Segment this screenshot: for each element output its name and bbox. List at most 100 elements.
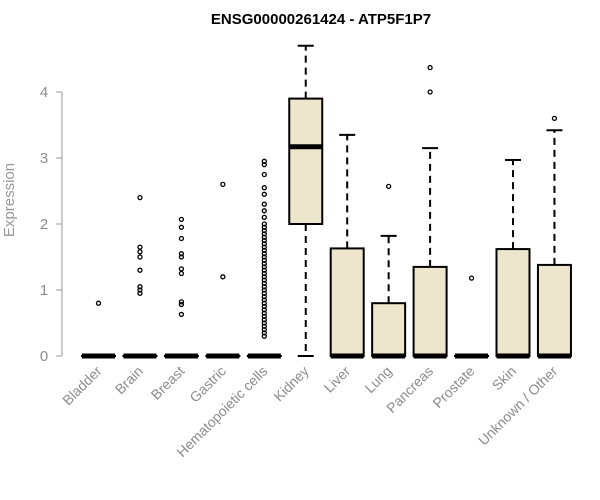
outlier-point [137, 254, 143, 260]
outlier-point [261, 231, 267, 237]
outlier-point [261, 277, 267, 283]
chart-title: ENSG00000261424 - ATP5F1P7 [211, 11, 431, 28]
outlier-point [261, 185, 267, 191]
outlier-point [261, 267, 267, 273]
outlier-point [178, 235, 185, 242]
outlier-point [261, 274, 267, 280]
outlier-point [261, 293, 267, 300]
outlier-point [261, 221, 267, 227]
y-tick-label: 1 [40, 282, 48, 299]
outlier-point [261, 280, 267, 287]
outlier-point [178, 216, 185, 223]
outlier-point [137, 284, 143, 290]
box-body [536, 263, 572, 358]
x-category-label: Breast [148, 363, 188, 403]
outlier-point [261, 323, 267, 329]
outlier-point [261, 251, 267, 257]
outlier-point [261, 201, 267, 207]
outlier-point [261, 330, 267, 336]
box-liver [329, 133, 365, 359]
box-skin [495, 158, 531, 359]
box-unknown-other [536, 115, 572, 359]
outlier-point [261, 333, 267, 339]
y-axis-label: Expression [1, 163, 18, 237]
box-kidney [288, 44, 324, 357]
outlier-point [261, 161, 267, 168]
x-category-label: Brain [112, 363, 146, 397]
x-category-label: Liver [321, 363, 354, 396]
boxplot-marks [81, 44, 572, 359]
outlier-point [178, 251, 185, 257]
outlier-point [261, 284, 267, 290]
outlier-point [261, 224, 267, 230]
outlier-point [261, 326, 267, 333]
outlier-point [261, 208, 267, 214]
outlier-point [261, 290, 267, 296]
outlier-point [261, 214, 267, 221]
outlier-point [261, 257, 267, 263]
box-body [371, 302, 407, 358]
outlier-point [178, 299, 185, 305]
outlier-point [261, 247, 267, 254]
outlier-point [261, 241, 267, 247]
outlier-point [261, 158, 267, 164]
box-bladder [81, 300, 116, 359]
outlier-point [178, 266, 185, 272]
outlier-point [261, 264, 267, 270]
outlier-point [137, 244, 143, 250]
outlier-point [261, 171, 267, 178]
x-category-label: Bladder [59, 363, 105, 409]
outlier-point [261, 254, 267, 260]
outlier-point [427, 89, 433, 95]
outlier-point [178, 301, 185, 308]
outlier-point [261, 244, 267, 250]
outlier-point [261, 313, 267, 320]
outlier-point [427, 64, 433, 71]
outlier-point [137, 194, 143, 201]
outlier-point [261, 237, 267, 244]
box-pancreas [412, 64, 448, 359]
outlier-point [261, 287, 267, 293]
box-breast [163, 216, 199, 359]
outlier-point [551, 115, 558, 122]
outlier-point [95, 300, 102, 306]
box-lung [371, 183, 407, 359]
x-category-label: Lung [361, 363, 394, 396]
outlier-point [178, 270, 185, 277]
box-body [412, 265, 448, 357]
outlier-point [261, 234, 267, 240]
box-hematopoietic-cells [246, 158, 282, 359]
outlier-point [178, 311, 185, 318]
outlier-point [261, 297, 267, 303]
y-axis-ticks: 0 1 2 3 4 [40, 84, 62, 365]
outlier-point [137, 267, 143, 273]
outlier-point [261, 317, 267, 323]
outlier-point [220, 274, 226, 280]
outlier-point [261, 270, 267, 277]
outlier-point [178, 254, 185, 260]
box-body [495, 248, 531, 357]
outlier-point [261, 303, 267, 310]
outlier-point [385, 183, 392, 190]
outlier-point [261, 310, 267, 316]
y-tick-label: 3 [40, 150, 48, 167]
outlier-point [137, 287, 143, 293]
outlier-point [261, 227, 267, 234]
outlier-point [261, 300, 267, 306]
y-tick-label: 4 [40, 84, 48, 101]
box-body [288, 97, 324, 225]
x-category-label: Skin [489, 363, 520, 394]
outlier-point [468, 275, 475, 281]
x-category-label: Kidney [270, 363, 312, 405]
outlier-point [178, 224, 185, 230]
outlier-point [137, 290, 143, 296]
outlier-point [261, 320, 267, 326]
box-brain [122, 194, 158, 359]
box-prostate [454, 275, 490, 359]
outlier-point [137, 249, 143, 255]
box-body [329, 247, 365, 357]
outlier-point [261, 191, 267, 197]
outlier-point [220, 181, 226, 188]
